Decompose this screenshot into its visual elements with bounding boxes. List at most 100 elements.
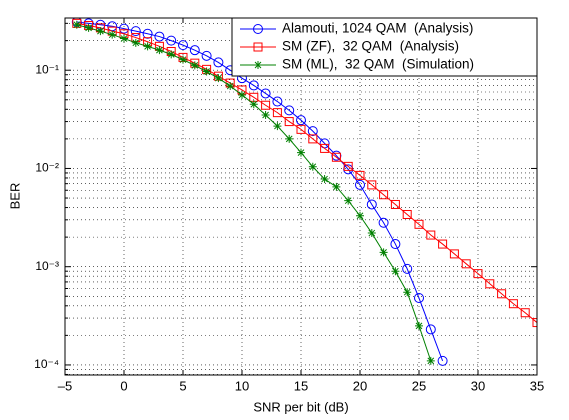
marker-asterisk (308, 162, 317, 171)
marker-asterisk (84, 23, 93, 32)
marker-asterisk (261, 111, 270, 120)
y-tick-label: 10⁻² (35, 161, 59, 175)
x-tick-label: 20 (353, 378, 367, 393)
marker-circle (248, 80, 259, 91)
marker-circle (142, 28, 153, 39)
x-axis-label: SNR per bit (dB) (253, 399, 348, 414)
marker-square (508, 299, 518, 309)
y-tick-label: 10⁻³ (35, 259, 59, 273)
marker-circle (213, 57, 224, 68)
marker-square (390, 199, 400, 209)
marker-asterisk (273, 122, 282, 131)
marker-circle (178, 40, 188, 51)
marker-circle (378, 217, 389, 228)
marker-circle (119, 23, 129, 34)
marker-circle (366, 199, 377, 210)
marker-square (379, 190, 389, 200)
marker-circle (414, 293, 424, 304)
marker-square (261, 100, 271, 110)
marker-asterisk (403, 288, 412, 297)
marker-asterisk (249, 100, 258, 109)
x-tick-label: 0 (120, 378, 127, 393)
marker-circle (201, 50, 212, 61)
marker-asterisk (285, 134, 294, 143)
marker-square (284, 117, 294, 127)
marker-asterisk (202, 67, 211, 76)
marker-asterisk (332, 182, 341, 191)
marker-square (343, 161, 353, 171)
marker-circle (355, 179, 365, 190)
axes: –5 0 5 10 15 20 25 30 35 10⁻⁴ 10⁻³ 10⁻² 10⁻¹ (34, 18, 544, 393)
marker-square (532, 318, 537, 328)
marker-asterisk (214, 74, 223, 83)
legend-label: SM (ML), 32 QAM (Simulation) (282, 57, 474, 72)
marker-square (473, 269, 483, 279)
marker-circle (260, 88, 271, 99)
x-tick-label: 30 (471, 378, 485, 393)
marker-asterisk (72, 20, 81, 29)
marker-asterisk (415, 321, 423, 330)
marker-square (253, 42, 263, 52)
y-axis-label: BER (7, 183, 22, 210)
legend-box (231, 17, 538, 77)
marker-circle (425, 324, 436, 335)
x-tick-label: 5 (179, 378, 186, 393)
x-tick-label: 25 (412, 378, 426, 393)
marker-asterisk (120, 34, 128, 43)
marker-asterisk (108, 30, 117, 39)
marker-circle (166, 35, 177, 46)
marker-square (449, 249, 459, 259)
marker-asterisk (143, 42, 152, 51)
marker-asterisk (254, 61, 262, 69)
series-line (76, 22, 537, 323)
marker-circle (390, 239, 401, 250)
x-tick-label: 10 (235, 378, 249, 393)
marker-circle (253, 24, 263, 34)
x-tick-label: 15 (294, 378, 308, 393)
marker-asterisk (238, 90, 246, 99)
marker-asterisk (356, 211, 364, 220)
marker-square (485, 279, 495, 289)
marker-circle (296, 115, 306, 126)
marker-asterisk (226, 82, 235, 91)
marker-asterisk (131, 38, 140, 47)
series-line (76, 21, 444, 362)
legend-label: SM (ZF), 32 QAM (Analysis) (282, 39, 459, 54)
marker-square (308, 134, 318, 144)
marker-circle (130, 26, 141, 37)
series-layer (71, 18, 537, 366)
marker-circle (437, 355, 448, 366)
legend-label: Alamouti, 1024 QAM (Analysis) (282, 21, 473, 36)
marker-asterisk (391, 267, 400, 276)
marker-asterisk (167, 50, 176, 59)
marker-square (402, 209, 412, 219)
marker-asterisk (96, 27, 105, 36)
marker-square (497, 289, 507, 299)
marker-asterisk (344, 196, 353, 205)
marker-asterisk (367, 229, 376, 238)
y-tick-label: 10⁻⁴ (34, 357, 59, 371)
marker-asterisk (320, 175, 329, 184)
marker-square (272, 108, 282, 118)
marker-square (426, 230, 436, 240)
marker-asterisk (155, 46, 164, 55)
marker-square (296, 124, 306, 134)
marker-square (320, 143, 330, 153)
x-tick-label: 35 (530, 378, 544, 393)
marker-circle (402, 263, 413, 274)
marker-square (367, 180, 377, 190)
y-tick-label: 10⁻¹ (35, 62, 59, 76)
x-tick-label: –5 (58, 378, 72, 393)
marker-asterisk (179, 55, 187, 64)
legend: Alamouti, 1024 QAM (Analysis) SM (ZF), 32… (231, 17, 538, 77)
marker-circle (154, 31, 165, 42)
marker-square (438, 239, 448, 249)
marker-circle (307, 126, 318, 137)
marker-circle (272, 96, 283, 107)
marker-asterisk (379, 248, 388, 257)
marker-asterisk (190, 61, 199, 70)
marker-square (520, 308, 530, 318)
marker-asterisk (297, 148, 305, 157)
marker-square (331, 152, 341, 162)
